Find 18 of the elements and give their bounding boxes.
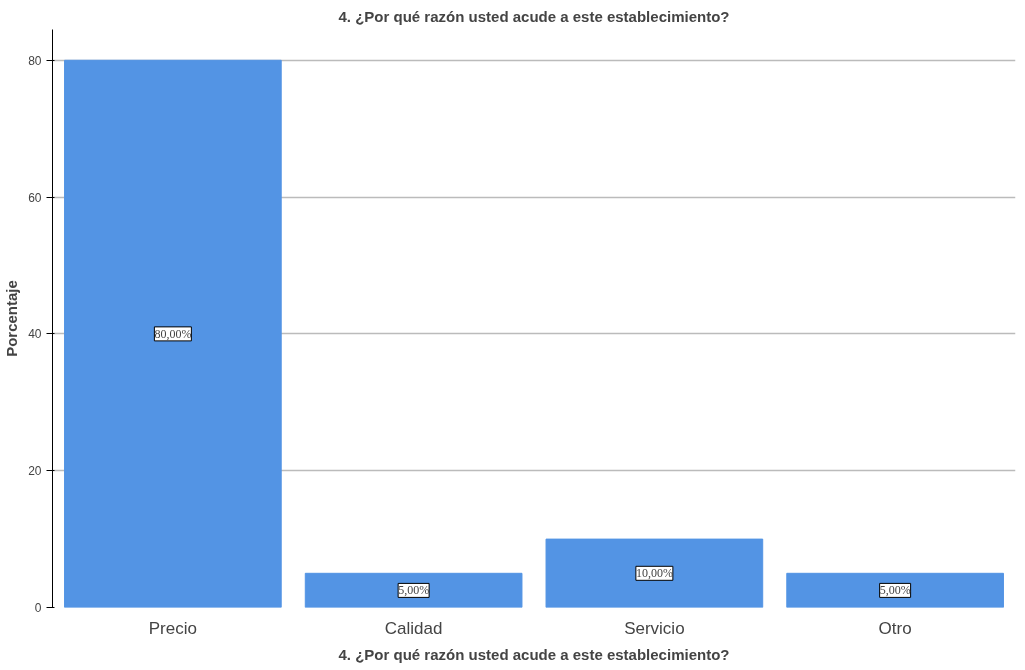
bar: [64, 59, 282, 608]
x-tick-label: Precio: [148, 618, 197, 638]
x-tick-label: Servicio: [624, 618, 685, 638]
y-tick-label: 0: [34, 601, 42, 615]
x-tick-label: Otro: [878, 618, 912, 638]
y-tick-label: 80: [28, 53, 42, 68]
bar: [304, 572, 523, 608]
x-tick-label: Calidad: [384, 618, 443, 638]
y-tick-label: 60: [28, 190, 42, 205]
y-tick-label: 40: [28, 327, 42, 342]
y-axis-title: Porcentaje: [3, 280, 21, 357]
x-axis-title: 4. ¿Por qué razón usted acude a este establecimiento?: [338, 645, 730, 663]
data-label: 5,00%: [398, 583, 430, 598]
y-tick-label: 20: [28, 464, 42, 479]
chart-title: 4. ¿Por qué razón usted acude a este establecimiento?: [338, 7, 730, 25]
bar: [545, 538, 764, 608]
bar: [786, 572, 1004, 608]
data-label: 80,00%: [154, 326, 192, 341]
